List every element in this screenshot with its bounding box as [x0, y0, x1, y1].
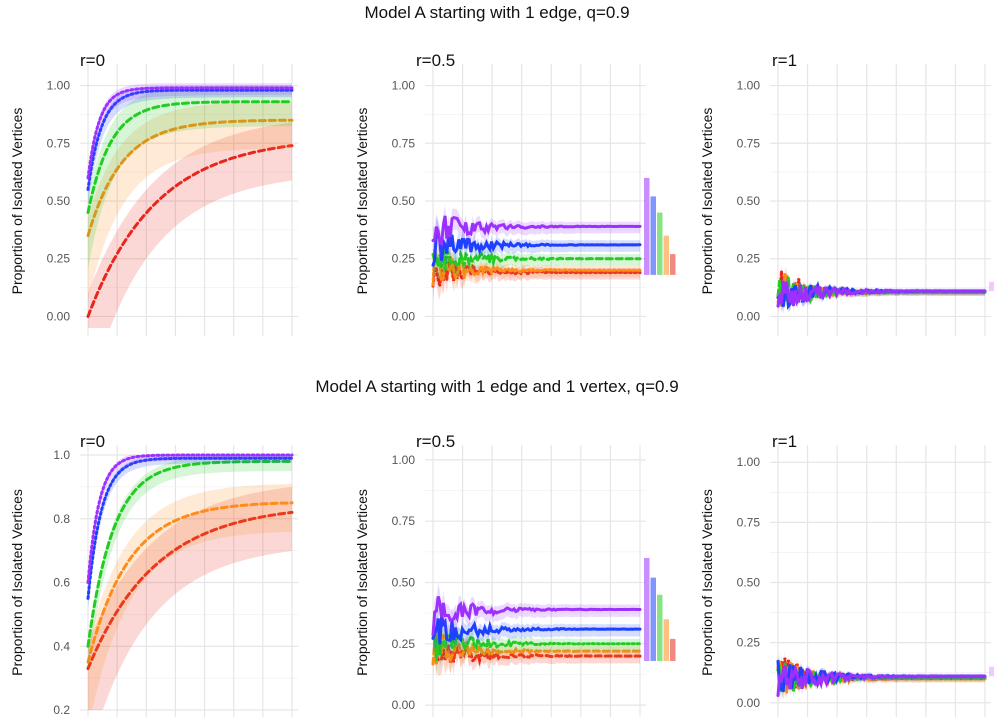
panel-title: r=0.5 [416, 432, 455, 451]
side-bar [670, 638, 676, 661]
y-axis-label: Proportion of Isolated Vertices [9, 108, 25, 295]
y-tick-label: 0.75 [737, 515, 761, 529]
y-tick-label: 0.75 [737, 136, 761, 150]
panel-1-2: r=1 Proportion of Isolated Vertices 0.00 0.… [699, 432, 994, 718]
panel-title: r=1 [772, 51, 797, 70]
panel-1-0: r=0 Proportion of Isolated Vertices 0.2 0.4… [9, 432, 298, 718]
series-line-green [431, 627, 642, 661]
y-tick-label: 1.00 [392, 79, 416, 93]
series-band-blue [433, 603, 640, 660]
y-tick-label: 0.00 [737, 696, 761, 710]
y-tick-label: 0.50 [737, 576, 761, 590]
panel-0-1: r=0.5 Proportion of Isolated Vertices 0.00… [354, 51, 676, 336]
y-tick-label: 1.0 [53, 448, 70, 462]
side-bar [644, 557, 650, 661]
series-band-orange [88, 483, 292, 710]
series-line-orange [86, 501, 294, 664]
y-tick-label: 0.6 [53, 576, 70, 590]
side-bar [989, 666, 994, 677]
row-title-bottom: Model A starting with 1 edge and 1 verte… [315, 377, 678, 396]
y-tick-label: 0.00 [47, 309, 71, 323]
y-tick-label: 0.2 [53, 703, 70, 717]
series-line-purple [431, 215, 642, 247]
side-bar [657, 212, 663, 275]
y-tick-label: 0.00 [392, 309, 416, 323]
y-tick-label: 0.50 [392, 194, 416, 208]
series-line-green [431, 248, 642, 271]
y-tick-label: 1.00 [392, 453, 416, 467]
series-band-purple [433, 205, 640, 258]
series-line-blue [86, 456, 294, 600]
series-line-purple [86, 86, 294, 180]
y-tick-label: 1.00 [737, 455, 761, 469]
series-line-blue [86, 88, 294, 191]
series-line-purple [431, 596, 642, 636]
y-tick-label: 0.75 [392, 514, 416, 528]
y-tick-label: 1.00 [47, 79, 71, 93]
y-tick-label: 0.00 [737, 309, 761, 323]
series-line-blue [431, 229, 642, 267]
series-band-red [433, 617, 640, 676]
series-band-blue [433, 217, 640, 282]
series-band-red [433, 247, 640, 303]
panel-title: r=1 [772, 432, 797, 451]
y-tick-label: 0.25 [392, 637, 416, 651]
side-bar [663, 235, 669, 275]
side-bar [670, 254, 676, 275]
series-band-orange [88, 101, 292, 301]
series-line-purple [86, 453, 294, 584]
series-line-red [86, 144, 294, 318]
panel-1-1: r=0.5 Proportion of Isolated Vertices 0.00… [354, 432, 676, 718]
side-bar [663, 619, 669, 661]
series-line-purple [776, 280, 987, 308]
y-tick-label: 0.25 [737, 636, 761, 650]
y-axis-label: Proportion of Isolated Vertices [9, 489, 25, 676]
y-tick-label: 0.8 [53, 512, 70, 526]
y-axis-label: Proportion of Isolated Vertices [699, 108, 715, 295]
y-axis-label: Proportion of Isolated Vertices [699, 489, 715, 676]
y-tick-label: 0.00 [392, 698, 416, 712]
series-line-green [86, 100, 294, 214]
side-bar [657, 594, 663, 661]
y-tick-label: 0.25 [392, 252, 416, 266]
side-bar [644, 177, 650, 275]
y-tick-label: 0.75 [392, 136, 416, 150]
y-axis-label: Proportion of Isolated Vertices [354, 108, 370, 295]
y-tick-label: 0.25 [47, 252, 71, 266]
series-line-blue [431, 615, 642, 645]
series-band-green [433, 238, 640, 284]
series-line-purple [776, 663, 987, 697]
series-line-orange [431, 249, 642, 287]
series-line-orange [86, 118, 294, 238]
panel-title: r=0 [80, 51, 105, 70]
y-tick-label: 0.75 [47, 136, 71, 150]
side-bar [989, 281, 994, 292]
y-tick-label: 0.4 [53, 639, 70, 653]
side-bar [650, 196, 656, 275]
panel-0-2: r=1 Proportion of Isolated Vertices 0.00 0.… [699, 51, 994, 336]
series-band-orange [433, 236, 640, 302]
side-bar [650, 577, 656, 661]
series-band-red [88, 486, 292, 710]
row-title-top: Model A starting with 1 edge, q=0.9 [364, 3, 629, 22]
series-line-red [86, 510, 294, 671]
y-tick-label: 0.50 [47, 194, 71, 208]
panel-title: r=0.5 [416, 51, 455, 70]
panel-0-0: r=0 Proportion of Isolated Vertices 0.00 0.… [9, 51, 298, 336]
series-band-purple [88, 83, 292, 195]
series-band-purple [778, 274, 985, 315]
y-tick-label: 1.00 [737, 79, 761, 93]
series-band-green [88, 85, 292, 270]
panel-title: r=0 [80, 432, 105, 451]
y-tick-label: 0.50 [392, 576, 416, 590]
series-band-red [88, 122, 292, 328]
y-tick-label: 0.25 [737, 252, 761, 266]
y-axis-label: Proportion of Isolated Vertices [354, 489, 370, 676]
series-line-green [86, 459, 294, 648]
y-tick-label: 0.50 [737, 194, 761, 208]
